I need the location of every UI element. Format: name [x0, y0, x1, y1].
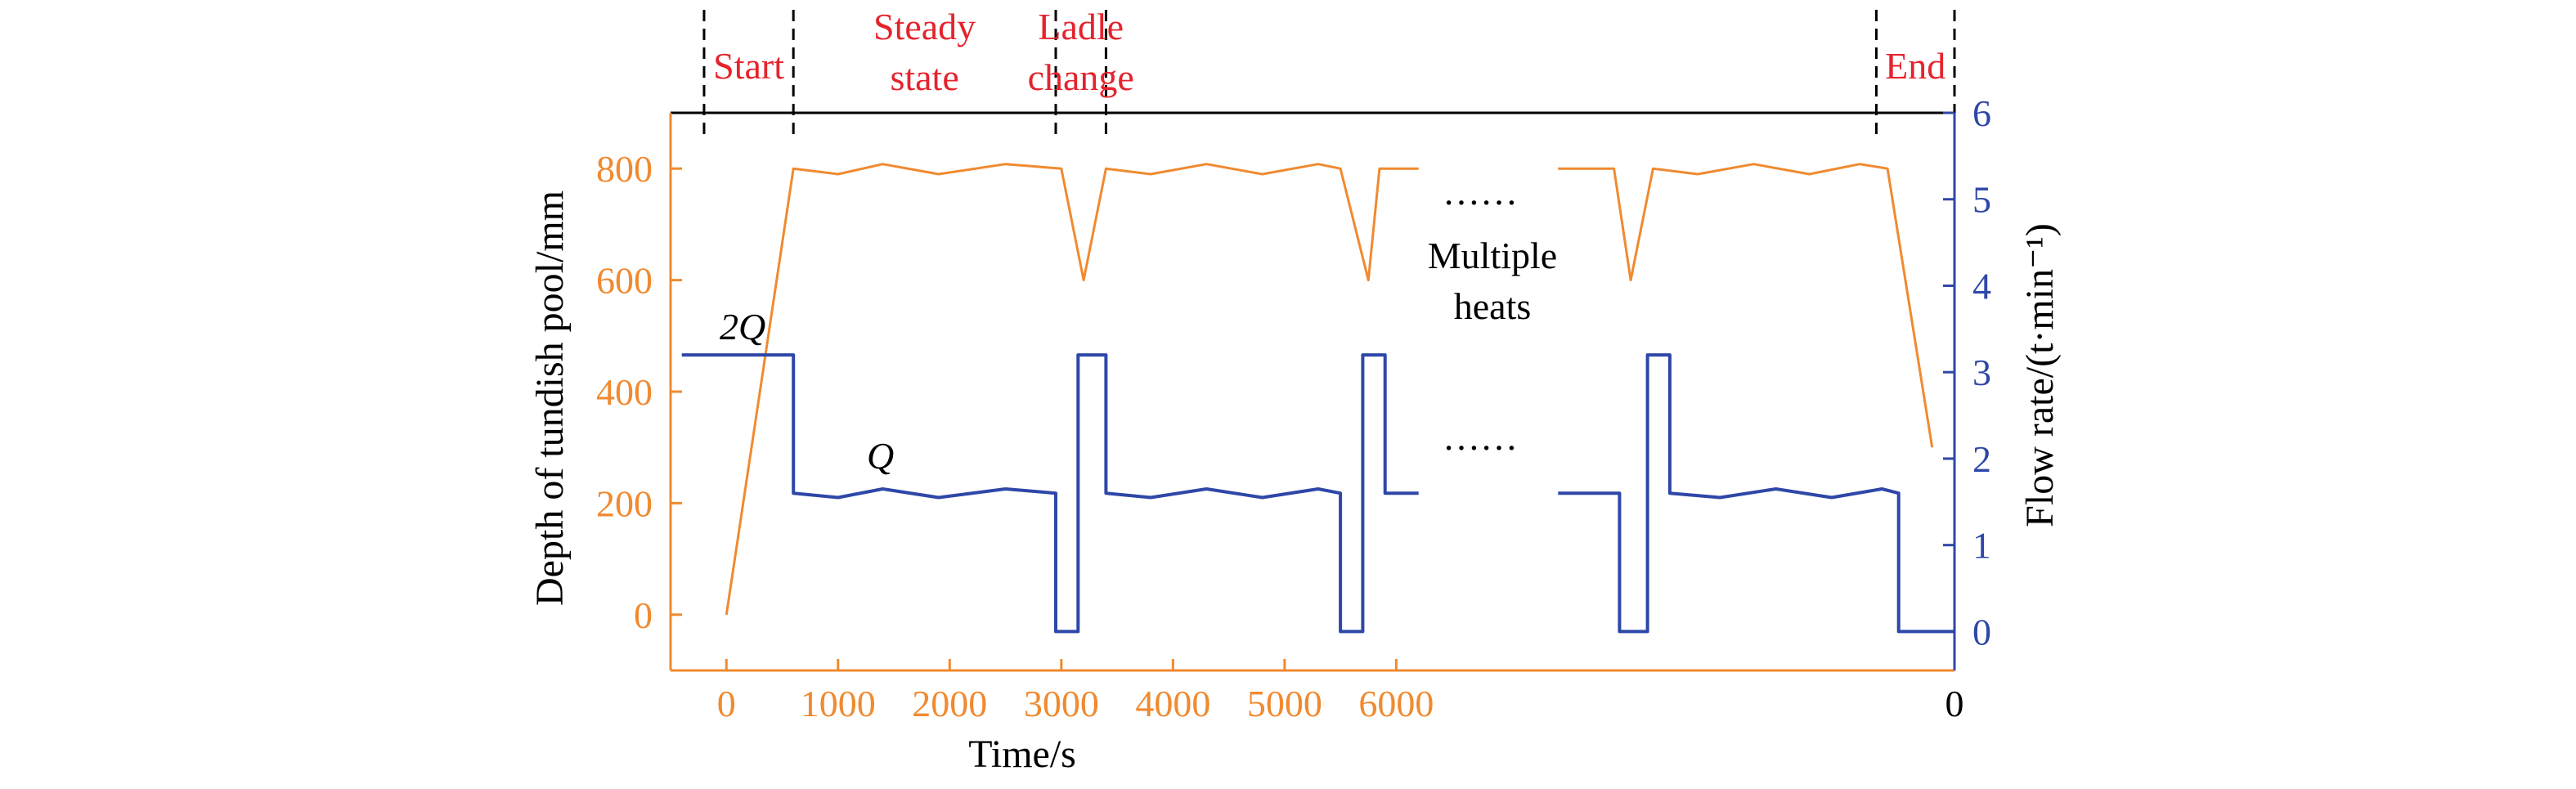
left-tick-label: 400	[596, 371, 653, 413]
bottom-tick-label: 3000	[1024, 683, 1099, 724]
left-tick-label: 0	[634, 594, 653, 636]
bottom-tick-label: 0	[717, 683, 736, 724]
phase-layer: Start Steady state Ladle change End	[702, 6, 1956, 139]
dots-top: ……	[1443, 171, 1518, 213]
x-axis-title: Time/s	[968, 733, 1076, 776]
bottom-tick-label: 6000	[1358, 683, 1434, 724]
left-tick-label: 800	[596, 148, 653, 190]
series-layer	[681, 163, 1954, 634]
axes-layer: 0 200 400 600 800 0 1 2 3 4 5 6 0 1000 2000 3000 4000 500…	[528, 92, 2062, 776]
phase-label: change	[1028, 56, 1134, 98]
phase-label: Steady	[873, 6, 976, 47]
annotation-layer: …… Multiple heats …… 2Q Q	[720, 171, 1557, 477]
right-axis-title: Flow rate/(t·min⁻¹)	[2018, 223, 2062, 527]
left-axis-title: Depth of tundish pool/mm	[528, 191, 572, 606]
flow-series-line	[1558, 353, 1954, 634]
phase-label: End	[1885, 45, 1945, 87]
flow-series-line	[681, 353, 1419, 634]
right-tick-label: 5	[1972, 179, 1991, 221]
bottom-tick-label: 1000	[801, 683, 876, 724]
multiple-heats-line1: Multiple	[1428, 235, 1557, 276]
multiple-heats-line2: heats	[1454, 285, 1532, 327]
bottom-tick-label: 5000	[1247, 683, 1322, 724]
right-tick-label: 1	[1972, 525, 1991, 567]
label-q: Q	[867, 435, 894, 477]
phase-label: Ladle	[1038, 6, 1124, 47]
bottom-tick-label: 4000	[1135, 683, 1210, 724]
right-tick-label: 4	[1972, 265, 1991, 307]
dots-mid: ……	[1443, 416, 1518, 458]
depth-series-line	[1558, 163, 1934, 448]
bottom-tick-label-end: 0	[1945, 683, 1964, 724]
right-tick-label: 2	[1972, 438, 1991, 480]
depth-series-line	[725, 163, 1419, 616]
right-tick-label: 6	[1972, 92, 1991, 134]
bottom-tick-label: 2000	[912, 683, 987, 724]
phase-label: Start	[713, 45, 784, 87]
right-tick-label: 3	[1972, 352, 1991, 393]
right-tick-label: 0	[1972, 611, 1991, 652]
phase-label: state	[890, 56, 958, 98]
label-2q: 2Q	[720, 306, 765, 347]
left-tick-label: 200	[596, 482, 653, 524]
left-tick-label: 600	[596, 260, 653, 302]
